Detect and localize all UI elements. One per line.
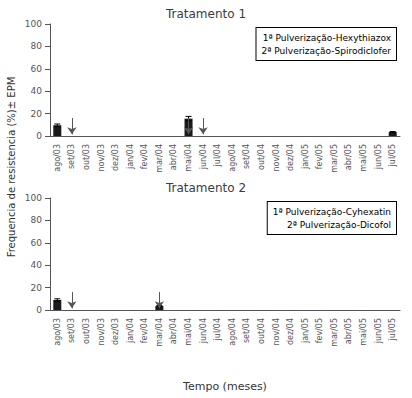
svg-text:60: 60 — [31, 238, 43, 248]
svg-text:jun/04: jun/04 — [199, 318, 208, 344]
svg-text:ago/03: ago/03 — [53, 318, 62, 346]
svg-text:jun/05: jun/05 — [374, 144, 383, 170]
svg-text:ago/03: ago/03 — [53, 144, 62, 172]
svg-text:nov/04: nov/04 — [272, 144, 281, 172]
svg-text:nov/03: nov/03 — [97, 144, 106, 172]
svg-text:1ª Pulverização-Cyhexatin: 1ª Pulverização-Cyhexatin — [273, 207, 391, 217]
svg-text:jul/04: jul/04 — [213, 144, 222, 167]
svg-text:dez/04: dez/04 — [286, 318, 295, 345]
svg-text:jul/04: jul/04 — [213, 318, 222, 341]
svg-text:mai/05: mai/05 — [359, 144, 368, 172]
svg-text:ago/04: ago/04 — [228, 318, 237, 346]
svg-text:nov/03: nov/03 — [97, 318, 106, 346]
svg-text:100: 100 — [25, 19, 42, 29]
svg-text:mai/04: mai/04 — [184, 144, 193, 172]
svg-text:Tratamento 2: Tratamento 2 — [165, 181, 246, 195]
svg-text:60: 60 — [31, 64, 43, 74]
svg-text:fev/04: fev/04 — [140, 144, 149, 169]
svg-text:fev/05: fev/05 — [315, 144, 324, 169]
svg-text:dez/03: dez/03 — [111, 318, 120, 345]
svg-text:abr/05: abr/05 — [344, 144, 353, 170]
svg-text:mar/05: mar/05 — [330, 318, 339, 347]
svg-text:nov/04: nov/04 — [272, 318, 281, 346]
svg-text:dez/03: dez/03 — [111, 144, 120, 171]
svg-text:0: 0 — [36, 305, 42, 315]
svg-text:1ª Pulverização-Hexythiazox: 1ª Pulverização-Hexythiazox — [263, 33, 392, 43]
svg-text:Tempo (meses): Tempo (meses) — [182, 380, 267, 393]
svg-text:fev/05: fev/05 — [315, 318, 324, 343]
svg-text:out/04: out/04 — [257, 144, 266, 170]
svg-text:dez/04: dez/04 — [286, 144, 295, 171]
svg-text:2ª Pulverização-Dicofol: 2ª Pulverização-Dicofol — [287, 220, 391, 230]
svg-text:set/03: set/03 — [67, 144, 76, 169]
svg-text:100: 100 — [25, 193, 42, 203]
svg-text:jan/04: jan/04 — [126, 318, 135, 344]
svg-text:jun/04: jun/04 — [199, 144, 208, 170]
svg-text:abr/04: abr/04 — [169, 144, 178, 170]
svg-text:out/04: out/04 — [257, 318, 266, 344]
svg-text:mar/04: mar/04 — [155, 318, 164, 347]
svg-text:0: 0 — [36, 131, 42, 141]
svg-text:Tratamento 1: Tratamento 1 — [165, 7, 246, 21]
svg-text:20: 20 — [31, 109, 43, 119]
svg-text:set/03: set/03 — [67, 318, 76, 343]
svg-text:80: 80 — [31, 41, 43, 51]
svg-text:set/04: set/04 — [242, 144, 251, 169]
svg-text:out/03: out/03 — [82, 144, 91, 170]
svg-text:mai/04: mai/04 — [184, 318, 193, 346]
svg-text:20: 20 — [31, 283, 43, 293]
svg-text:abr/05: abr/05 — [344, 318, 353, 344]
svg-text:fev/04: fev/04 — [140, 318, 149, 343]
svg-text:40: 40 — [31, 86, 43, 96]
svg-text:jan/04: jan/04 — [126, 144, 135, 170]
svg-text:set/04: set/04 — [242, 318, 251, 343]
svg-text:mar/04: mar/04 — [155, 144, 164, 173]
svg-text:jul/05: jul/05 — [388, 144, 397, 167]
svg-text:jul/05: jul/05 — [388, 318, 397, 341]
svg-text:mai/05: mai/05 — [359, 318, 368, 346]
svg-text:Frequencia de resistencia (%)±: Frequencia de resistencia (%)± EPM — [6, 77, 17, 258]
svg-text:ago/04: ago/04 — [228, 144, 237, 172]
svg-text:out/03: out/03 — [82, 318, 91, 344]
svg-text:40: 40 — [31, 260, 43, 270]
svg-text:mar/05: mar/05 — [330, 144, 339, 173]
svg-text:80: 80 — [31, 215, 43, 225]
svg-text:jan/05: jan/05 — [301, 318, 310, 344]
svg-text:abr/04: abr/04 — [169, 318, 178, 344]
svg-text:jun/05: jun/05 — [374, 318, 383, 344]
svg-text:jan/05: jan/05 — [301, 144, 310, 170]
svg-text:2ª Pulverização-Spirodiclofer: 2ª Pulverização-Spirodiclofer — [262, 46, 392, 56]
